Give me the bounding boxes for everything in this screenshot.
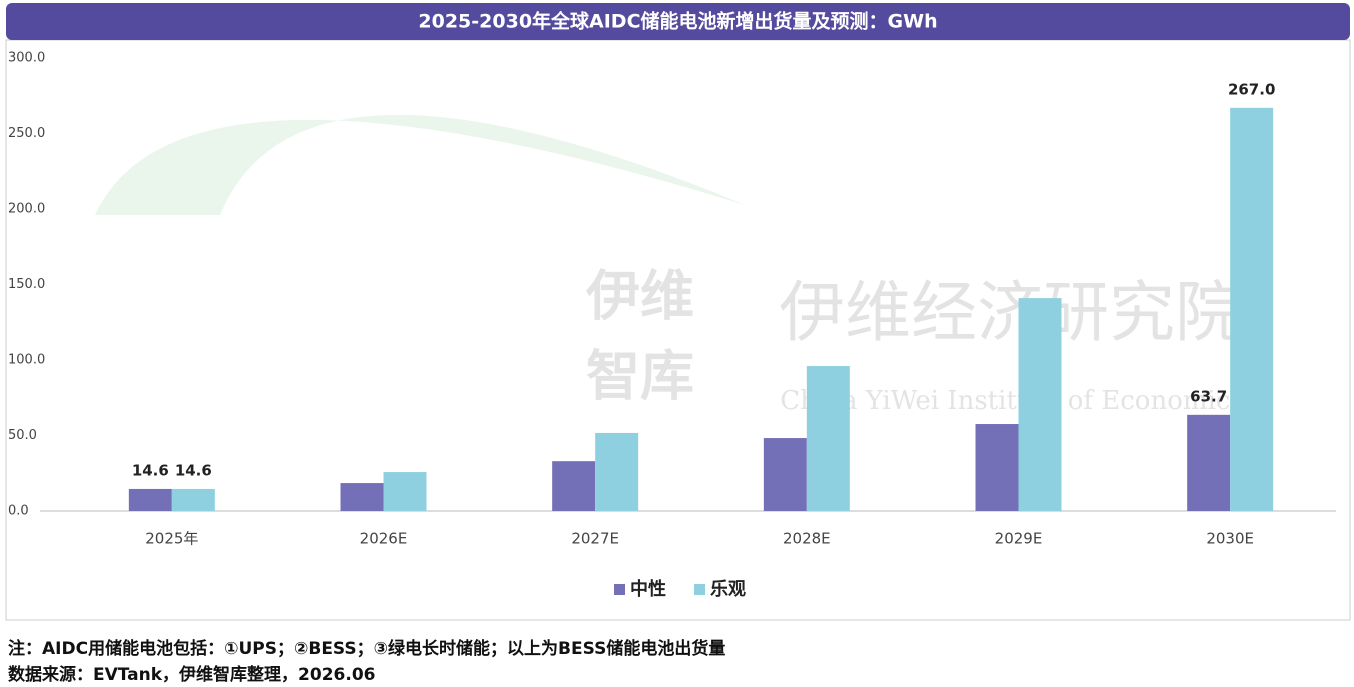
x-tick-label: 2029E (995, 530, 1043, 548)
y-tick-label: 250.0 (8, 126, 45, 141)
y-tick-label: 50.0 (8, 428, 37, 443)
source-note: 数据来源：EVTank，伊维智库整理，2026.06 (8, 665, 376, 685)
y-tick-label: 150.0 (8, 277, 45, 292)
legend-label: 中性 (630, 578, 666, 600)
note: 注：AIDC用储能电池包括：①UPS；②BESS；③绿电长时储能；以上为BESS… (8, 639, 726, 659)
bar (763, 438, 807, 511)
data-label: 63.7 (1190, 387, 1227, 405)
y-tick-label: 300.0 (8, 51, 45, 66)
bar (806, 366, 850, 511)
chart: 2025-2030年全球AIDC储能电池新增出货量及预测：GWh 伊维 智库 伊… (5, 3, 1351, 621)
y-tick-label: 100.0 (8, 353, 45, 368)
x-tick-label: 2030E (1206, 530, 1254, 548)
watermark-arc (95, 114, 745, 215)
bar (1187, 414, 1231, 511)
x-tick-label: 2027E (571, 530, 619, 548)
bar (1018, 298, 1062, 511)
x-tick-label: 2025年 (145, 530, 198, 548)
legend-label: 乐观 (710, 579, 746, 600)
x-tick-label: 2026E (360, 530, 408, 548)
title-bar (6, 3, 1350, 40)
watermark-name: 伊维经济研究院 (779, 274, 1241, 351)
legend-swatch (614, 584, 625, 595)
x-tick-label: 2028E (783, 530, 831, 548)
legend-swatch (694, 584, 705, 595)
watermark-brand: 伊维 (585, 265, 694, 328)
bar (595, 432, 639, 511)
y-tick-label: 200.0 (8, 202, 45, 217)
plot-frame (5, 39, 1351, 621)
watermark-name-en: China YiWei Institute of Economics (780, 386, 1243, 416)
bar (1230, 107, 1274, 511)
bar (171, 488, 215, 511)
y-tick-label: 0.0 (8, 504, 29, 519)
bar (975, 424, 1019, 511)
bar (383, 472, 427, 511)
data-label: 14.6 (132, 461, 169, 479)
data-label: 267.0 (1228, 80, 1275, 98)
bar (340, 483, 384, 511)
chart-title: 2025-2030年全球AIDC储能电池新增出货量及预测：GWh (418, 10, 937, 33)
watermark-brand: 智库 (586, 345, 694, 408)
data-label: 14.6 (175, 461, 212, 479)
bar (552, 461, 596, 511)
bar (128, 488, 172, 511)
watermark: 伊维 智库 伊维经济研究院 China YiWei Institute of E… (95, 114, 1244, 416)
